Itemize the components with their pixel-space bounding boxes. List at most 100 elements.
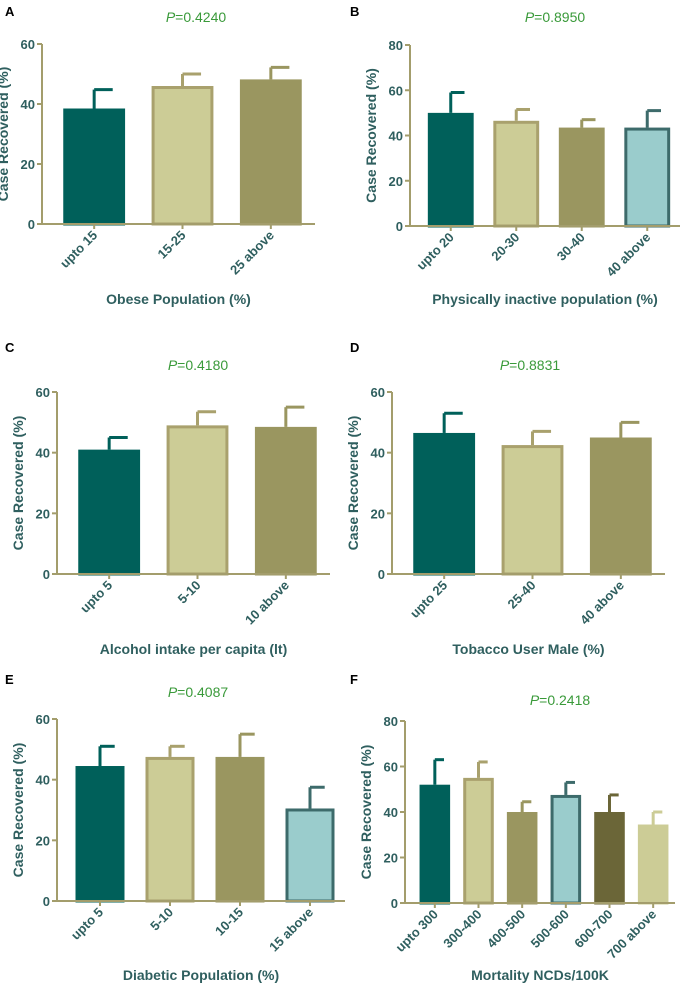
category-label: 25-40 [505,578,539,612]
category-label: 10 above [242,578,292,628]
category-label: 600-700 [571,907,615,951]
category-label: upto 300 [393,907,441,955]
p-prefix: P [168,357,178,373]
y-tick-label: 0 [396,219,403,234]
y-tick-label: 40 [384,805,398,820]
panel-label: B [350,4,359,19]
p-value-label: P=0.8831 [500,357,561,373]
category-label: 40 above [577,578,627,628]
panel-label: F [350,672,358,687]
category-label: 30-40 [554,230,588,264]
y-axis-title: Case Recovered (%) [345,416,361,551]
y-tick-label: 80 [389,38,403,53]
panel-label: D [350,340,359,355]
category-label: 20-30 [488,230,522,264]
category-label: 15 above [266,905,316,955]
y-tick-label: 0 [28,217,35,232]
y-axis-title: Case Recovered (%) [358,745,374,880]
p-value: =0.4240 [175,9,226,25]
y-tick-label: 60 [384,760,398,775]
y-tick-label: 20 [384,851,398,866]
category-label: upto 5 [68,905,106,943]
bar [637,824,669,905]
p-value: =0.4087 [177,684,228,700]
y-tick-label: 60 [36,712,50,727]
y-tick-label: 80 [384,714,398,729]
bar [215,756,265,903]
category-label: 300-400 [440,907,484,951]
category-label: upto 15 [57,228,100,271]
panel-label: A [5,4,15,19]
category-label: 15-25 [155,228,189,262]
bar [151,86,214,226]
y-axis-title: Case Recovered (%) [10,416,26,551]
bar [427,112,474,228]
bar [589,437,652,576]
bar [550,794,582,905]
x-axis-title: Diabetic Population (%) [123,967,279,983]
x-axis-title: Obese Population (%) [106,291,251,307]
y-tick-label: 20 [36,506,50,521]
bar [419,784,451,905]
bar [506,812,538,905]
x-axis-title: Alcohol intake per capita (lt) [100,641,287,657]
p-value: =0.8831 [509,357,560,373]
bar [166,425,229,576]
p-value-label: P=0.4087 [168,684,229,700]
y-axis-title: Case Recovered (%) [363,68,379,203]
p-prefix: P [500,357,510,373]
category-label: upto 25 [407,578,450,621]
panel-label: C [5,340,15,355]
bar [75,766,125,903]
y-tick-label: 60 [371,385,385,400]
x-axis-title: Mortality NCDs/100K [471,967,609,983]
bar [413,432,476,576]
category-label: 5-10 [175,578,204,607]
p-value: =0.8950 [534,9,585,25]
y-tick-label: 20 [36,833,50,848]
category-label: 500-600 [528,907,572,951]
bar [254,426,317,576]
category-label: 25 above [227,228,277,278]
y-tick-label: 20 [371,506,385,521]
p-prefix: P [166,9,176,25]
y-axis-title: Case Recovered (%) [10,743,26,878]
p-prefix: P [525,9,535,25]
category-label: 10-15 [212,905,246,939]
category-label: 5-10 [147,905,176,934]
y-axis-title: Case Recovered (%) [0,67,11,202]
y-tick-label: 40 [371,446,385,461]
y-tick-label: 40 [36,773,50,788]
bar [493,120,540,228]
category-label: 400-500 [484,907,528,951]
category-label: upto 20 [414,230,457,273]
bar [501,445,564,576]
bar [63,108,126,226]
bar [285,808,335,903]
x-axis-title: Physically inactive population (%) [432,291,658,307]
x-axis-title: Tobacco User Male (%) [452,641,604,657]
panel-label: E [5,672,14,687]
bar [594,812,625,905]
y-tick-label: 0 [43,567,50,582]
bar [624,127,671,228]
p-value-label: P=0.2418 [530,692,591,708]
p-value-label: P=0.8950 [525,9,586,25]
p-value: =0.2418 [539,692,590,708]
y-tick-label: 0 [378,567,385,582]
p-value: =0.4180 [177,357,228,373]
y-tick-label: 60 [36,385,50,400]
category-label: 40 above [603,230,653,280]
bar [558,127,605,228]
y-tick-label: 0 [391,896,398,911]
p-value-label: P=0.4180 [168,357,229,373]
y-tick-label: 40 [36,446,50,461]
bar [78,449,141,576]
p-prefix: P [530,692,540,708]
p-value-label: P=0.4240 [166,9,227,25]
y-tick-label: 20 [21,157,35,172]
bar [463,777,494,905]
p-prefix: P [168,684,178,700]
